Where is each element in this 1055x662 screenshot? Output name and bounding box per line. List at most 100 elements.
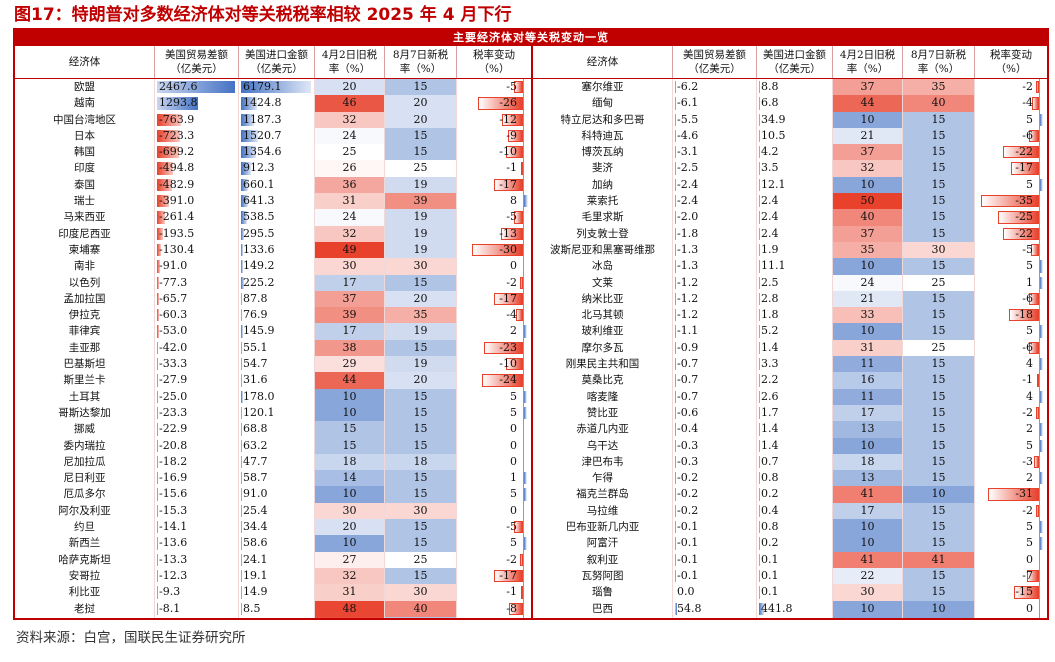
deficit-bar — [675, 341, 676, 355]
table-row: 刚果民主共和国 -0.7 3.3 11 15 4 — [533, 356, 1047, 373]
imports-cell: 133.6 — [239, 241, 315, 259]
economy-name: 安哥拉 — [15, 567, 155, 585]
rate-change-cell: 5 — [975, 437, 1047, 454]
deficit-bar — [157, 586, 158, 599]
trade-balance-cell: -12.3 — [155, 567, 239, 585]
new-rate-cell: 19 — [385, 323, 457, 340]
decrease-bar — [502, 113, 523, 126]
old-rate-cell: 11 — [833, 356, 903, 373]
imports-value: 8.8 — [761, 80, 779, 93]
trade-balance-cell: -65.7 — [155, 290, 239, 308]
imports-bar — [241, 178, 249, 192]
trade-balance-cell: -3.1 — [673, 144, 757, 161]
old-rate-cell: 10 — [833, 323, 903, 340]
rate-change-value: -5 — [506, 210, 517, 224]
old-rate-cell: 24 — [315, 127, 385, 145]
economy-name: 伊拉克 — [15, 307, 155, 324]
imports-bar — [759, 423, 760, 436]
change-axis — [1039, 307, 1040, 324]
trade-balance-value: -0.7 — [677, 389, 699, 403]
trade-balance-cell: -0.6 — [673, 404, 757, 422]
change-axis — [523, 519, 524, 536]
trade-balance-value: -23.3 — [159, 405, 188, 419]
imports-value: 0.1 — [761, 585, 779, 599]
rate-change-cell: 2 — [975, 421, 1047, 438]
imports-value: 7.5 — [243, 618, 261, 619]
old-rate-cell: 10 — [833, 437, 903, 454]
trade-balance-value: -1.2 — [677, 308, 699, 322]
imports-value: 87.8 — [243, 291, 268, 305]
rate-change-value: 5 — [510, 487, 517, 501]
imports-bar — [759, 227, 760, 240]
trade-balance-cell: -0.2 — [673, 486, 757, 503]
economy-name: 柬埔寨 — [15, 241, 155, 259]
old-rate-cell: 25 — [315, 144, 385, 161]
trade-balance-value: -3.1 — [677, 145, 699, 159]
table-title: 主要经济体对等关税变动一览 — [15, 30, 1047, 46]
decrease-bar — [1029, 129, 1039, 143]
trade-balance-value: -2.4 — [677, 177, 699, 191]
decrease-bar — [471, 243, 523, 257]
imports-cell: 1424.8 — [239, 95, 315, 112]
table-row: 北马其顿 -1.2 1.8 33 15 -18 — [533, 307, 1047, 324]
table-row: 博茨瓦纳 -3.1 4.2 37 15 -22 — [533, 144, 1047, 161]
imports-cell: 0.1 — [757, 567, 833, 585]
table-row: 摩尔多瓦 -0.9 1.4 31 25 -6 — [533, 339, 1047, 357]
old-rate-cell: 10 — [833, 176, 903, 194]
rate-change-cell: -4 — [457, 307, 531, 324]
old-rate-cell: 30 — [833, 584, 903, 601]
change-axis — [1039, 209, 1040, 226]
imports-bar — [759, 472, 760, 485]
economy-name: 英国 — [533, 616, 673, 618]
increase-bar — [524, 195, 529, 208]
rate-change-cell: 1 — [975, 274, 1047, 291]
trade-balance-value: -0.9 — [677, 340, 699, 354]
change-axis — [1039, 519, 1040, 536]
imports-value: 0.7 — [761, 454, 779, 468]
table-row: 日本 -723.3 1520.7 24 15 -9 — [15, 127, 531, 145]
deficit-bar — [157, 292, 160, 306]
imports-cell: 0.1 — [757, 584, 833, 601]
economy-name: 莫桑比克 — [533, 372, 673, 389]
imports-cell: 34.4 — [239, 519, 315, 536]
imports-value: 0.1 — [761, 568, 779, 582]
decrease-bar — [493, 178, 523, 192]
economy-name: 厄瓜多尔 — [15, 486, 155, 503]
change-axis — [523, 258, 524, 275]
change-axis — [1039, 225, 1040, 242]
economy-name: 冰岛 — [533, 258, 673, 275]
old-rate-cell: 10 — [315, 535, 385, 552]
rate-change-value: -4 — [1022, 96, 1033, 110]
rate-change-value: -9 — [506, 128, 517, 142]
deficit-bar — [157, 521, 158, 534]
rate-change-cell: 4 — [975, 388, 1047, 405]
trade-balance-value: 106.7 — [677, 618, 709, 619]
new-rate-cell: 18 — [385, 453, 457, 471]
imports-bar — [241, 374, 242, 387]
economy-name: 玻利维亚 — [533, 323, 673, 340]
deficit-bar — [675, 113, 676, 126]
trade-balance-cell: -0.1 — [673, 535, 757, 552]
decrease-bar — [493, 292, 523, 306]
trade-balance-cell: -723.3 — [155, 127, 239, 145]
economy-name: 尼加拉瓜 — [15, 453, 155, 471]
trade-balance-value: 1293.8 — [159, 96, 198, 110]
change-axis — [1039, 486, 1040, 503]
economy-name: 毛里求斯 — [533, 209, 673, 226]
rate-change-cell: 5 — [975, 176, 1047, 194]
rate-change-cell: 5 — [457, 388, 531, 405]
imports-bar — [241, 325, 243, 338]
trade-balance-cell: -0.2 — [673, 502, 757, 520]
rate-change-value: 0 — [510, 503, 517, 517]
new-rate-cell: 30 — [385, 502, 457, 520]
old-rate-cell: 48 — [315, 600, 385, 617]
old-rate-cell: 10 — [315, 404, 385, 422]
imports-bar — [759, 162, 760, 175]
change-axis — [1039, 79, 1040, 96]
imports-value: 295.5 — [243, 226, 275, 240]
increase-bar — [1040, 472, 1043, 485]
rate-change-value: 4 — [1026, 389, 1033, 403]
change-axis — [1039, 470, 1040, 487]
economy-name: 孟加拉国 — [15, 290, 155, 308]
rate-change-value: -8 — [506, 601, 517, 615]
